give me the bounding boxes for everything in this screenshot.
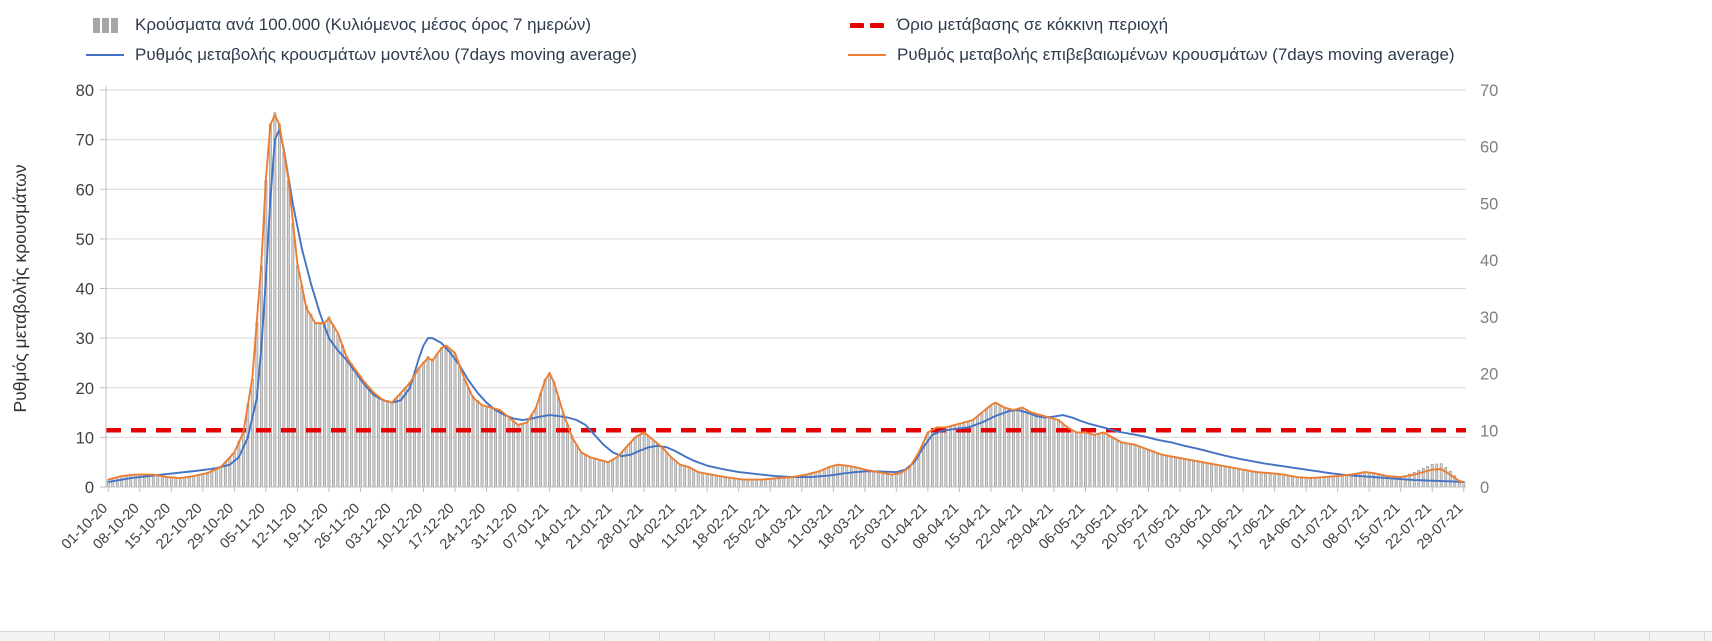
legend-item-threshold: Όριο μετάβασης σε κόκκινη περιοχή <box>847 15 1168 35</box>
x-axis-labels: 01-10-2008-10-2015-10-2022-10-2029-10-20… <box>59 501 1467 553</box>
left-axis-labels: 0 10 20 30 40 50 60 70 80 <box>76 82 94 497</box>
legend-item-model-rate: Ρυθμός μεταβολής κρουσμάτων μοντέλου (7d… <box>85 45 847 65</box>
legend-row: Κρούσματα ανά 100.000 (Κυλιόμενος μέσος … <box>85 10 1645 40</box>
svg-text:60: 60 <box>76 181 94 199</box>
svg-text:20: 20 <box>1480 366 1498 384</box>
legend-label-confirmed-rate: Ρυθμός μεταβολής επιβεβαιωμένων κρουσμάτ… <box>897 45 1455 64</box>
axis-lines <box>100 86 1466 492</box>
svg-text:30: 30 <box>1480 309 1498 327</box>
legend-row: Ρυθμός μεταβολής κρουσμάτων μοντέλου (7d… <box>85 40 1645 70</box>
confirmed-rate-line <box>108 113 1464 483</box>
blue-line-swatch-icon <box>85 47 125 63</box>
svg-text:30: 30 <box>76 330 94 348</box>
orange-line-swatch-icon <box>847 47 887 63</box>
svg-text:10: 10 <box>1480 422 1498 440</box>
chart-legend: Κρούσματα ανά 100.000 (Κυλιόμενος μέσος … <box>85 10 1645 70</box>
svg-text:0: 0 <box>85 479 94 497</box>
svg-text:60: 60 <box>1480 139 1498 157</box>
legend-label-cases-bars: Κρούσματα ανά 100.000 (Κυλιόμενος μέσος … <box>135 15 592 34</box>
svg-text:50: 50 <box>1480 195 1498 213</box>
svg-text:50: 50 <box>76 231 94 249</box>
svg-text:80: 80 <box>76 82 94 100</box>
bar-series-swatch-icon <box>85 17 125 33</box>
legend-label-threshold: Όριο μετάβασης σε κόκκινη περιοχή <box>897 15 1169 34</box>
legend-label-model-rate: Ρυθμός μεταβολής κρουσμάτων μοντέλου (7d… <box>135 45 637 64</box>
svg-text:20: 20 <box>76 380 94 398</box>
right-axis-labels: 0 10 20 30 40 50 60 70 <box>1480 82 1498 497</box>
background-table-strip <box>0 631 1712 641</box>
svg-text:70: 70 <box>76 132 94 150</box>
svg-text:40: 40 <box>1480 252 1498 270</box>
svg-text:0: 0 <box>1480 479 1489 497</box>
svg-text:40: 40 <box>76 281 94 299</box>
svg-text:70: 70 <box>1480 82 1498 100</box>
legend-item-confirmed-rate: Ρυθμός μεταβολής επιβεβαιωμένων κρουσμάτ… <box>847 45 1455 65</box>
dashed-line-swatch-icon <box>847 17 887 33</box>
svg-text:10: 10 <box>76 429 94 447</box>
legend-item-cases-bars: Κρούσματα ανά 100.000 (Κυλιόμενος μέσος … <box>85 15 847 35</box>
y-axis-title: Ρυθμός μεταβολής κρουσμάτων <box>10 164 30 412</box>
